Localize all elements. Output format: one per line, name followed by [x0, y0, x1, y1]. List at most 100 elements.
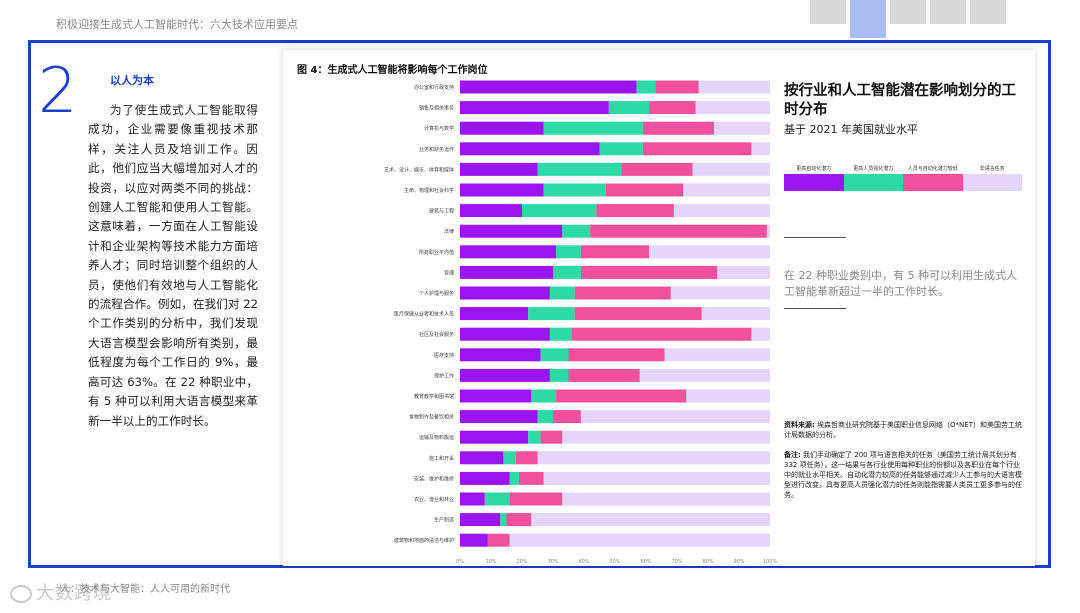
bar-segment	[683, 183, 770, 197]
bar-segment	[649, 101, 696, 115]
bar-segment	[460, 183, 544, 197]
bar-segment	[543, 183, 606, 197]
nav-tile[interactable]	[970, 0, 1006, 24]
bar-segment	[460, 142, 600, 156]
watermark-logo-icon	[10, 585, 32, 603]
category-label: 销售及相关事务	[419, 105, 454, 112]
bar-segment	[568, 348, 665, 362]
quote-rule-top	[784, 237, 846, 238]
category-label: 保护工作	[434, 372, 454, 379]
nav-tile[interactable]	[890, 0, 926, 24]
category-label: 计算机与数学	[424, 125, 454, 132]
chart-legend: 更高自动化潜力 更高人员强化潜力 人员与自动化潜力较低 非语言任务	[784, 150, 1022, 191]
bar-segment	[605, 183, 684, 197]
note-text: 我们手动确定了 200 项与语言相关的任务（美国劳工统计局共划分有 332 项任…	[784, 451, 1022, 499]
bar-segment	[528, 430, 541, 444]
bar-segment	[460, 430, 529, 444]
bar-segment	[636, 80, 656, 94]
bar-segment	[460, 492, 485, 506]
nav-tile-active[interactable]	[850, 0, 886, 38]
category-label: 运输及物料搬运	[419, 434, 454, 441]
bar-segment	[460, 224, 563, 238]
bar-segment	[503, 451, 516, 465]
bar-segment	[531, 513, 770, 527]
bar-segment	[540, 430, 563, 444]
bar-segment	[556, 389, 687, 403]
bar-segment	[562, 224, 591, 238]
bar-segment	[562, 430, 770, 444]
x-tick-label: 80%	[702, 559, 713, 565]
bar-segment	[460, 265, 553, 279]
bar-segment	[590, 224, 767, 238]
bar-segment	[695, 101, 770, 115]
remark-note: 备注: 我们手动确定了 200 项与语言相关的任务（美国劳工统计局共划分有 33…	[784, 450, 1024, 500]
category-label: 教育教学和图书馆	[414, 393, 454, 400]
bar-segment	[460, 121, 544, 135]
bar-segment	[596, 204, 674, 218]
x-tick-label: 100%	[763, 559, 778, 565]
category-label: 建筑物和地面的清洁与维护	[394, 537, 454, 544]
category-label: 安装、维护和维修	[414, 475, 454, 482]
chart-right-title: 按行业和人工智能潜在影响划分的工时分布	[784, 83, 1016, 118]
bar-segment	[537, 410, 553, 424]
bar-segment	[528, 307, 575, 321]
figure-title: 图 4：生成式人工智能将影响每个工作岗位	[297, 65, 488, 76]
bar-segment	[515, 451, 538, 465]
bar-segment	[460, 410, 538, 424]
category-label: 法律	[444, 228, 454, 235]
bar-segment	[574, 286, 671, 300]
bar-segment	[673, 204, 770, 218]
bar-segment	[553, 410, 581, 424]
bar-segment	[580, 410, 770, 424]
legend-label-automation: 更高自动化潜力	[796, 166, 832, 172]
bar-segment	[692, 162, 770, 176]
bar-segment	[460, 368, 550, 382]
legend-swatch-lower	[903, 174, 963, 191]
bar-segment	[717, 265, 770, 279]
bar-segment	[642, 142, 752, 156]
source-note: 资料来源: 埃森哲商业研究院基于美国职业信息网络（O*NET）和美国劳工统计局数…	[784, 420, 1024, 440]
x-tick-label: 90%	[733, 559, 744, 565]
category-label: 管理	[444, 269, 454, 276]
x-tick-label: 60%	[640, 559, 651, 565]
bar-segment	[460, 389, 532, 403]
x-tick-label: 40%	[578, 559, 589, 565]
bar-segment	[556, 245, 581, 259]
bar-segment	[571, 327, 752, 341]
watermark-text: 大数跨境	[36, 583, 112, 604]
category-label: 施工和开采	[429, 455, 454, 462]
x-tick-label: 70%	[671, 559, 682, 565]
category-label: 办公室和行政支持	[414, 84, 454, 91]
page-nav	[810, 0, 1006, 38]
bar-segment	[543, 121, 643, 135]
bar-segment	[509, 471, 519, 485]
bar-segment	[701, 307, 770, 321]
category-label: 食物制作及餐饮相关	[409, 414, 454, 421]
bar-segment	[460, 513, 501, 527]
bar-segment	[500, 513, 507, 527]
bar-segment	[460, 533, 488, 547]
bar-segment	[537, 162, 622, 176]
watermark: 大数跨境	[10, 579, 112, 605]
bar-segment	[460, 327, 550, 341]
content-frame	[28, 40, 1051, 568]
x-tick-label: 30%	[547, 559, 558, 565]
bar-segment	[580, 265, 718, 279]
bar-segment	[460, 451, 504, 465]
category-label: 生产制造	[434, 517, 454, 524]
category-label: 医疗保健从业者和技术人员	[394, 311, 454, 318]
category-label: 所有职业平均值	[419, 249, 454, 256]
nav-tile[interactable]	[810, 0, 846, 24]
legend-label-lower: 人员与自动化潜力较低	[907, 166, 958, 172]
bar-segment	[766, 224, 770, 238]
bar-segment	[543, 471, 770, 485]
category-label: 农业、渔业和林业	[414, 496, 454, 503]
note-label: 备注:	[784, 451, 801, 459]
bar-segment	[537, 451, 770, 465]
bar-segment	[655, 80, 699, 94]
chart-right-subtitle: 基于 2021 年美国就业水平	[784, 123, 918, 136]
bar-segment	[751, 142, 770, 156]
nav-tile[interactable]	[930, 0, 966, 24]
bar-segment	[460, 162, 538, 176]
bar-segment	[531, 389, 557, 403]
